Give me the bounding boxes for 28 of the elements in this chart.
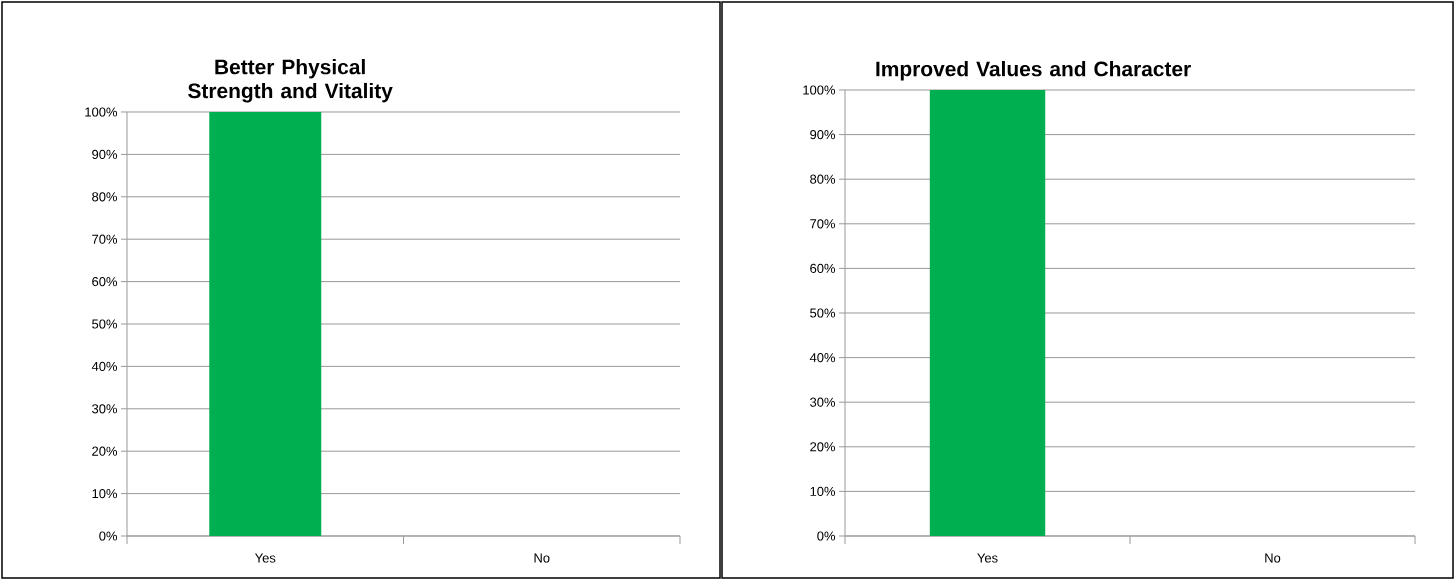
y-tick-label: 10% [92, 489, 118, 499]
y-tick-label: 0% [817, 531, 836, 541]
y-tick-label: 80% [92, 192, 118, 202]
y-tick-label: 20% [810, 442, 836, 452]
y-tick-label: 60% [92, 277, 118, 287]
y-tick-label: 90% [92, 149, 118, 159]
x-tick-label: Yes [977, 553, 998, 563]
y-tick-label: 100% [85, 107, 118, 117]
y-tick-label: 50% [92, 319, 118, 329]
chart-title: Better Physical Strength and Vitality [188, 59, 393, 103]
y-tick-label: 70% [92, 234, 118, 244]
chart-title: Improved Values and Character [876, 61, 1191, 81]
y-tick-label: 0% [99, 531, 118, 541]
y-tick-label: 50% [810, 308, 836, 318]
y-tick-label: 100% [803, 85, 836, 95]
x-tick-label: Yes [254, 553, 276, 563]
y-tick-label: 30% [92, 404, 118, 414]
y-tick-label: 60% [810, 263, 836, 273]
y-tick-label: 20% [92, 446, 118, 456]
y-tick-label: 40% [809, 353, 836, 363]
x-tick-label: No [534, 553, 550, 563]
y-tick-label: 80% [810, 174, 836, 184]
y-tick-label: 90% [810, 130, 836, 140]
y-tick-label: 10% [810, 486, 836, 496]
y-tick-label: 30% [810, 397, 836, 407]
y-tick-label: 40% [91, 361, 118, 371]
y-tick-label: 70% [810, 219, 836, 229]
x-tick-label: No [1265, 553, 1281, 563]
